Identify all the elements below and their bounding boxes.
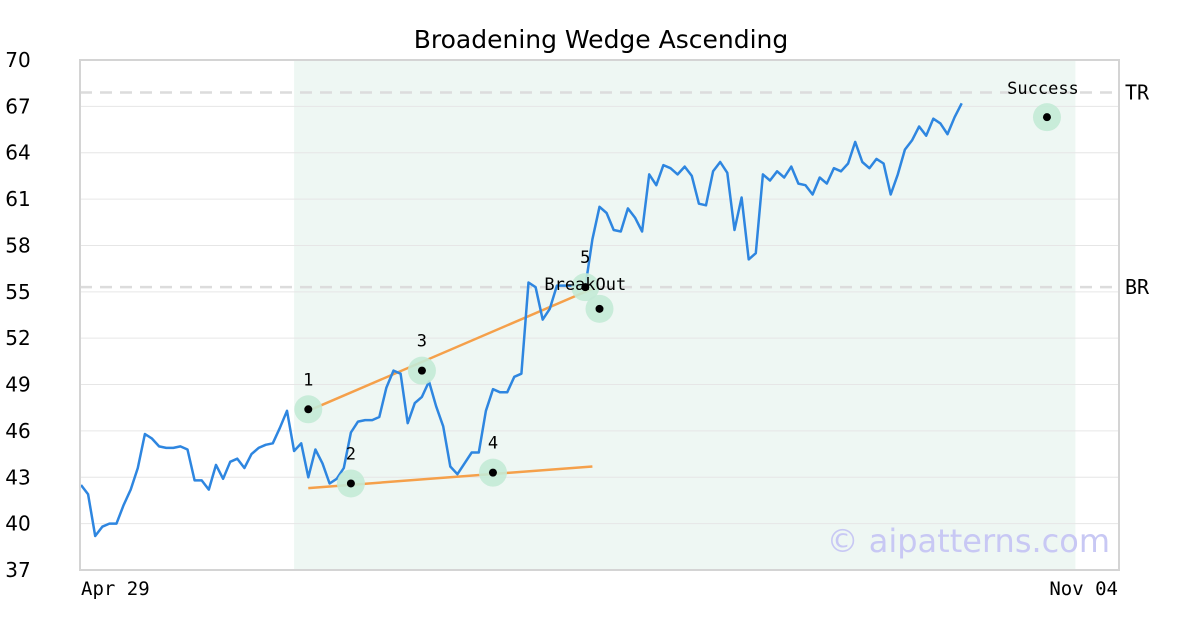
marker-label: 4 [488, 434, 498, 454]
y-tick-label: 67 [5, 94, 30, 118]
y-tick-label: 70 [5, 48, 30, 72]
marker-dot [595, 304, 604, 313]
marker-label: 3 [417, 332, 427, 352]
plot-area: 37 40 43 46 49 52 55 58 61 64 67 70 TR BR 1 2 3 4 5 BreakOu… [5, 48, 1150, 600]
x-tick-label: Nov 04 [1049, 578, 1118, 600]
y-tick-label: 58 [5, 233, 30, 257]
y-tick-label: 61 [5, 187, 30, 211]
y-tick-label: 64 [5, 141, 30, 165]
marker-dot [417, 366, 426, 375]
annotation-label: Success [1007, 79, 1079, 99]
marker-label: 2 [346, 444, 356, 464]
trendline [307, 287, 593, 412]
x-tick-label: Apr 29 [81, 578, 150, 600]
plot-frame [79, 59, 1120, 571]
y-tick-label: 43 [5, 465, 30, 489]
level-label: TR [1125, 80, 1150, 104]
y-tick-label: 40 [5, 512, 30, 536]
y-tick-label: 46 [5, 419, 30, 443]
level-label: BR [1125, 275, 1150, 299]
pattern-zone [294, 60, 1076, 570]
chart-title: Broadening Wedge Ascending [414, 25, 789, 54]
marker-label: 1 [303, 370, 313, 390]
marker-dot [1042, 113, 1051, 122]
y-tick-label: 52 [5, 326, 30, 350]
y-tick-label: 37 [5, 558, 30, 582]
watermark: © aipatterns.com [827, 522, 1110, 560]
price-line [80, 102, 963, 538]
y-tick-label: 55 [5, 280, 30, 304]
annotation-label: BreakOut [544, 275, 626, 295]
marker-dot [488, 468, 497, 477]
marker-dot [346, 479, 355, 488]
marker-label: 5 [580, 248, 590, 268]
marker-dot [581, 283, 590, 292]
y-tick-label: 49 [5, 373, 30, 397]
marker-dot [304, 405, 313, 414]
